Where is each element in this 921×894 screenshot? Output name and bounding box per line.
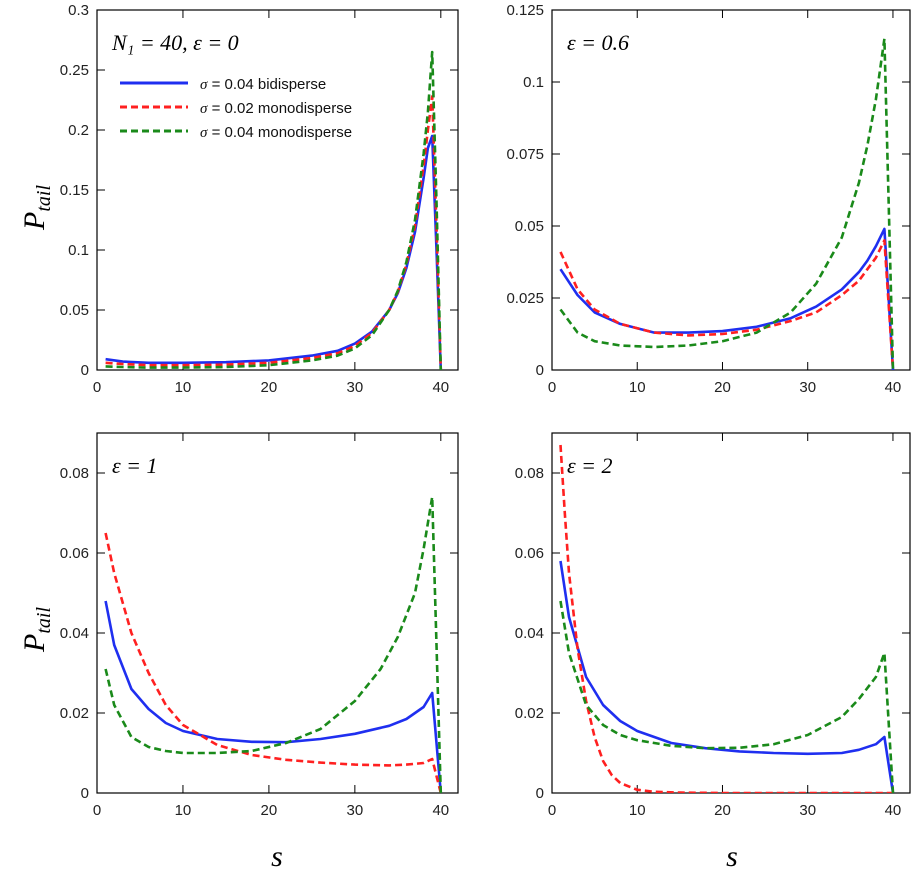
- x-tick-label: 20: [714, 379, 731, 396]
- plot-frame: [96, 9, 459, 371]
- y-tick-label: 0: [81, 785, 89, 802]
- x-tick-label: 0: [548, 379, 556, 396]
- y-tick-label: 0: [81, 362, 89, 379]
- series-line-3: [105, 50, 443, 370]
- y-tick-label: 0.075: [506, 146, 544, 163]
- x-tick-label: 0: [93, 379, 101, 396]
- y-tick-label: 0.04: [515, 625, 544, 642]
- x-tick-label: 0: [548, 802, 556, 819]
- y-tick-label: 0.06: [515, 545, 544, 562]
- x-tick-label: 10: [175, 379, 192, 396]
- legend-label-bidisperse: σ = 0.04 bidisperse: [200, 76, 326, 93]
- x-axis-label-right: s: [726, 840, 738, 873]
- x-tick-label: 40: [432, 802, 449, 819]
- series-line-1: [104, 600, 443, 793]
- y-tick-label: 0.25: [60, 62, 89, 79]
- y-tick-label: 0.2: [68, 122, 89, 139]
- y-tick-label: 0: [536, 362, 544, 379]
- series-line-2: [104, 532, 443, 793]
- y-tick-label: 0: [536, 785, 544, 802]
- x-tick-label: 10: [629, 379, 646, 396]
- legend: σ = 0.04 bidisperse σ = 0.02 monodispers…: [120, 76, 352, 141]
- legend-label-mono-004: σ = 0.04 monodisperse: [200, 124, 352, 141]
- y-tick-label: 0.08: [60, 465, 89, 482]
- panel-annotation: ε = 1: [112, 453, 158, 478]
- plot-frame: [551, 9, 911, 371]
- series-line-2: [559, 239, 895, 370]
- y-tick-label: 0.08: [515, 465, 544, 482]
- x-tick-label: 40: [885, 802, 902, 819]
- y-tick-label: 0.1: [68, 242, 89, 259]
- x-tick-label: 10: [175, 802, 192, 819]
- x-tick-label: 20: [714, 802, 731, 819]
- y-tick-label: 0.15: [60, 182, 89, 199]
- x-tick-label: 30: [347, 379, 364, 396]
- panels-group: 0 10 20 30 40 0 0.05 0.1 0.15 0.2 0.25 0.3 N₁ = 40, …: [60, 2, 911, 819]
- y-tick-label: 0.05: [60, 302, 89, 319]
- x-tick-label: 20: [261, 379, 278, 396]
- series-line-1: [559, 227, 895, 370]
- y-tick-label: 0.02: [515, 705, 544, 722]
- plot-frame: [96, 432, 459, 794]
- panel-3: 0 10 20 30 40 0 0.02 0.04 0.06 0.08 ε = 1: [60, 432, 459, 819]
- series-line-1: [559, 560, 895, 793]
- y-axis-label-bottom: Ptail: [18, 607, 55, 653]
- y-tick-label: 0.1: [523, 74, 544, 91]
- series-line-2: [559, 444, 893, 793]
- x-tick-label: 40: [885, 379, 902, 396]
- y-axis-label-top: Ptail: [18, 185, 55, 231]
- x-tick-label: 10: [629, 802, 646, 819]
- y-tick-label: 0.05: [515, 218, 544, 235]
- y-tick-label: 0.04: [60, 625, 89, 642]
- panel-annotation: ε = 0.6: [567, 30, 629, 55]
- panel-4: 0 10 20 30 40 0 0.02 0.04 0.06 0.08 ε = 2: [515, 432, 911, 819]
- panel-1: 0 10 20 30 40 0 0.05 0.1 0.15 0.2 0.25 0.3 N₁ = 40, …: [60, 2, 459, 396]
- x-tick-label: 40: [432, 379, 449, 396]
- plot-frame: [551, 432, 911, 794]
- x-tick-label: 20: [261, 802, 278, 819]
- x-tick-label: 30: [799, 802, 816, 819]
- panel-annotation: N₁ = 40, ε = 0: [111, 30, 239, 55]
- x-tick-label: 30: [347, 802, 364, 819]
- series-line-3: [559, 37, 895, 370]
- y-tick-label: 0.3: [68, 2, 89, 19]
- x-tick-label: 0: [93, 802, 101, 819]
- y-tick-label: 0.125: [506, 2, 544, 19]
- x-axis-label-left: s: [271, 840, 283, 873]
- y-tick-label: 0.025: [506, 290, 544, 307]
- y-tick-label: 0.06: [60, 545, 89, 562]
- legend-label-mono-002: σ = 0.02 monodisperse: [200, 100, 352, 117]
- y-tick-label: 0.02: [60, 705, 89, 722]
- panel-2: 0 10 20 30 40 0 0.025 0.05 0.075 0.1 0.125 ε = 0.6: [506, 2, 911, 396]
- x-tick-label: 30: [799, 379, 816, 396]
- series-line-2: [105, 95, 443, 370]
- panel-annotation: ε = 2: [567, 453, 613, 478]
- series-line-1: [105, 134, 443, 370]
- series-line-3: [104, 495, 443, 793]
- series-line-3: [559, 600, 895, 793]
